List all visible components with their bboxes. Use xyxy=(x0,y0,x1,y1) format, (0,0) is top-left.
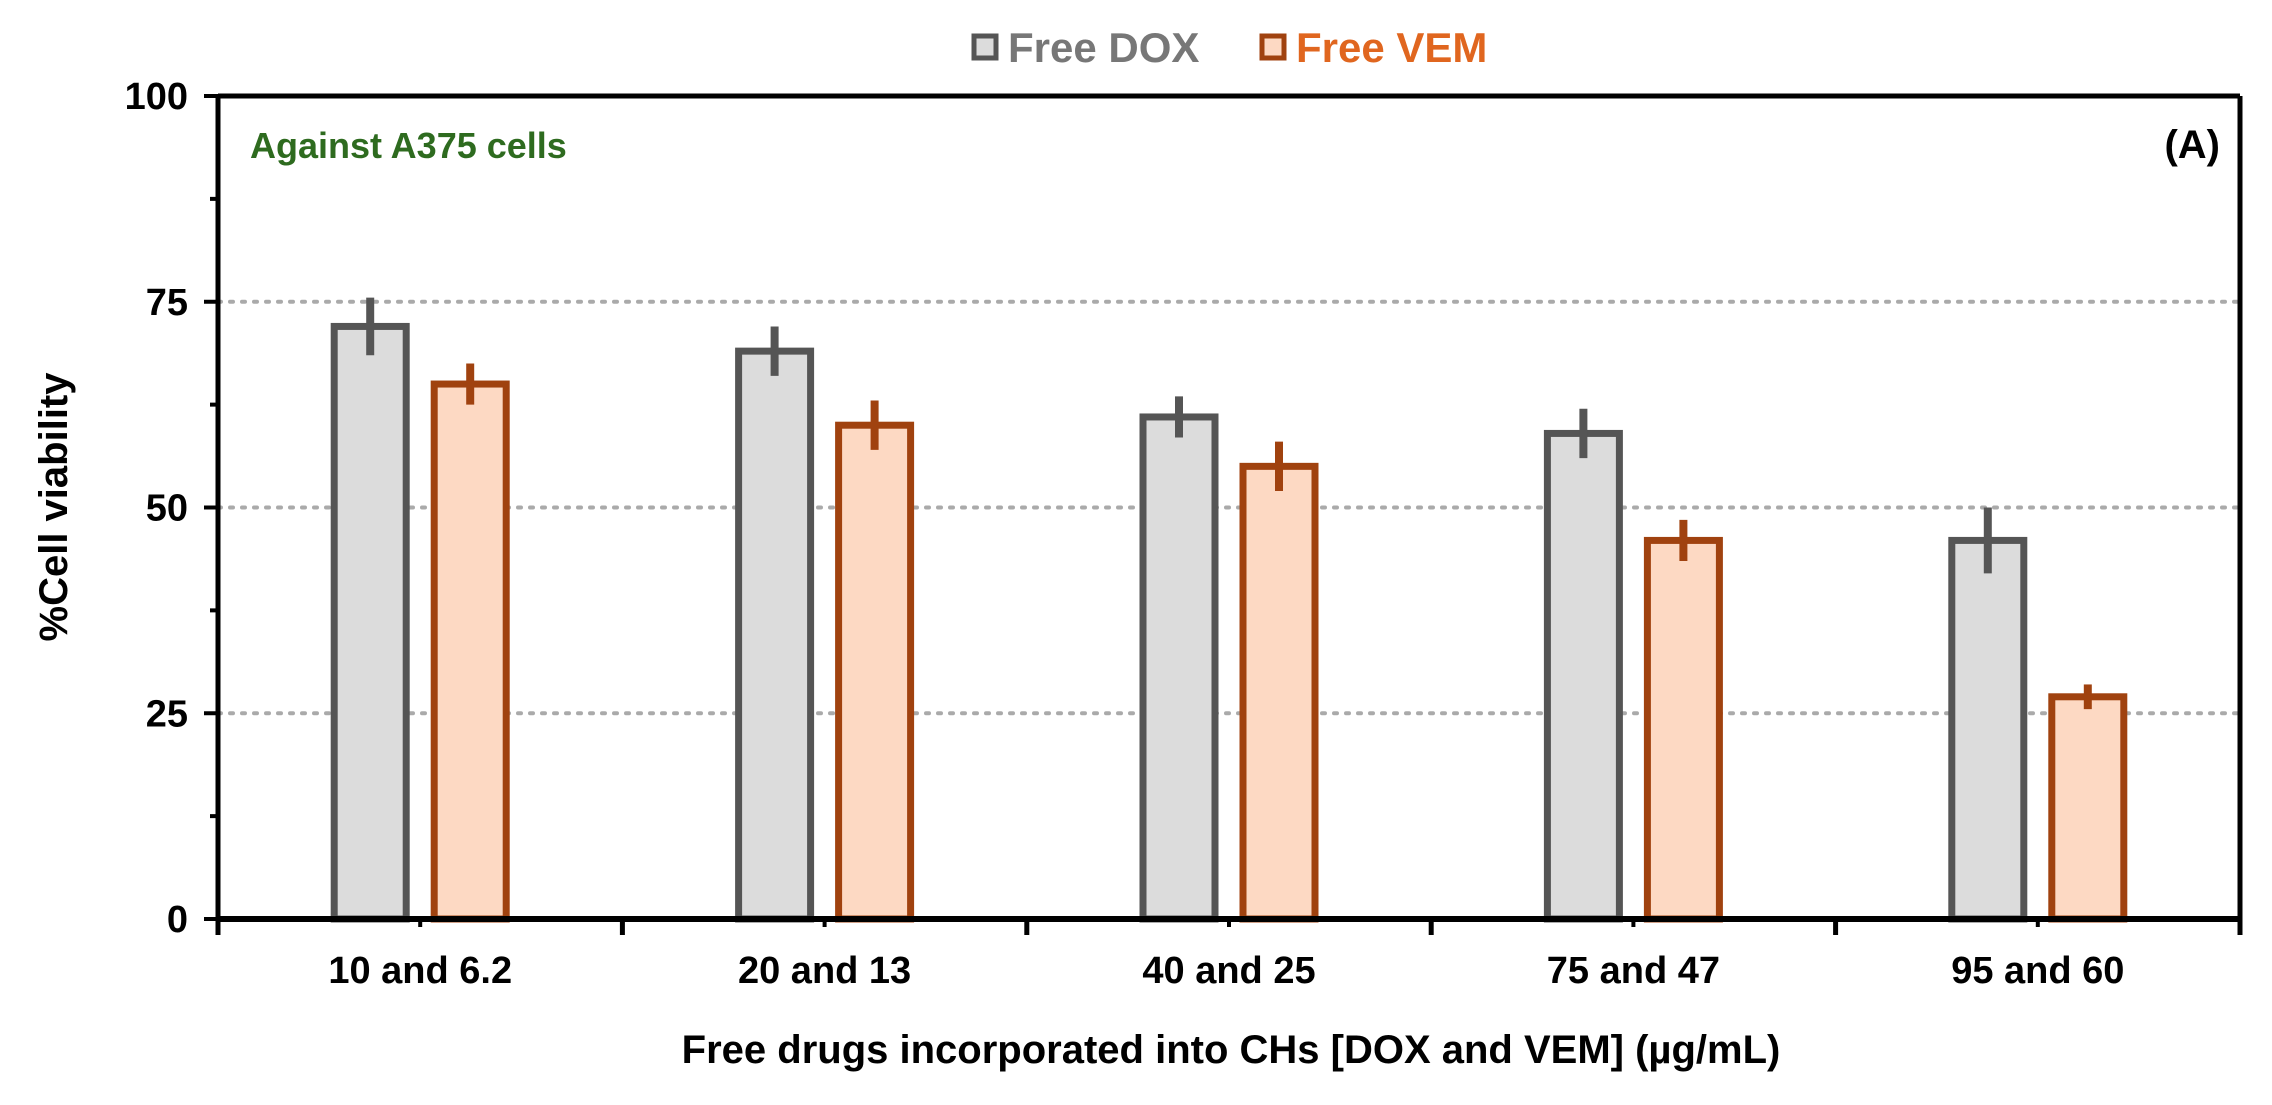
y-tick-label: 50 xyxy=(146,488,188,530)
y-axis-title: %Cell viability xyxy=(32,372,76,642)
annotation-label: Against A375 cells xyxy=(250,125,567,166)
y-tick-label: 100 xyxy=(125,76,188,118)
y-tick-label: 0 xyxy=(167,899,188,941)
bar-free-vem-2 xyxy=(835,421,915,923)
x-tick-label: 10 and 6.2 xyxy=(328,950,512,992)
bar-free-vem-1 xyxy=(430,380,510,923)
gridlines xyxy=(216,299,2242,716)
legend-label-free-dox: Free DOX xyxy=(1008,24,1199,71)
x-tick-label: 20 and 13 xyxy=(738,950,911,992)
bar-free-vem-3 xyxy=(1239,462,1319,923)
y-tick-label: 75 xyxy=(146,282,188,324)
bar-free-dox-3 xyxy=(1139,413,1219,923)
y-tick-label: 25 xyxy=(146,693,188,735)
bars xyxy=(330,297,2128,923)
bar-free-dox-1 xyxy=(330,322,410,923)
bar-free-dox-5 xyxy=(1948,536,2028,923)
x-tick-label: 40 and 25 xyxy=(1142,950,1315,992)
legend-swatch-free-vem xyxy=(1259,33,1287,61)
legend-label-free-vem: Free VEM xyxy=(1296,24,1487,71)
labels: 10 and 6.2 20 and 13 40 and 25 75 and 47 95 … xyxy=(125,76,2125,992)
panel-label: (A) xyxy=(2164,123,2220,167)
x-tick-label: 95 and 60 xyxy=(1951,950,2124,992)
bar-free-dox-2 xyxy=(735,347,815,923)
bar-free-vem-4 xyxy=(1643,536,1723,923)
x-tick-label: 75 and 47 xyxy=(1547,950,1720,992)
bar-free-dox-4 xyxy=(1543,429,1623,923)
x-axis-title: Free drugs incorporated into CHs [DOX an… xyxy=(682,1028,1781,1072)
legend: Free DOX Free VEM xyxy=(971,24,1487,71)
bar-free-vem-5 xyxy=(2048,693,2128,923)
axes xyxy=(204,93,2243,935)
legend-swatch-free-dox xyxy=(971,33,999,61)
